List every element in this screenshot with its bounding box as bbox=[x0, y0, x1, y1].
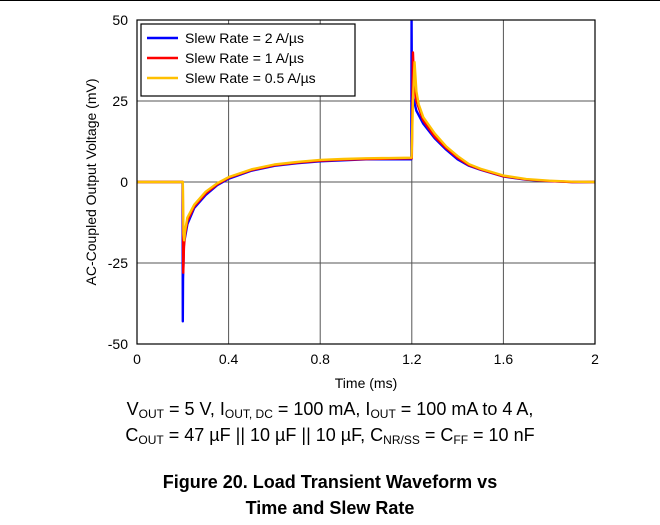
y-tick-label: 50 bbox=[112, 12, 128, 28]
test-conditions-line-1: VOUT = 5 V, IOUT, DC = 100 mA, IOUT = 10… bbox=[126, 399, 534, 421]
subscript: NR/SS bbox=[383, 433, 420, 447]
legend: Slew Rate = 2 A/µs Slew Rate = 1 A/µs Slew… bbox=[140, 23, 356, 97]
subscript: OUT bbox=[138, 433, 164, 447]
x-tick-label: 1.6 bbox=[494, 351, 514, 367]
x-tick-label: 0.8 bbox=[310, 351, 330, 367]
x-tick-label: 0.4 bbox=[219, 351, 239, 367]
series-line-3 bbox=[137, 60, 595, 242]
x-axis-title: Time (ms) bbox=[335, 375, 397, 391]
x-tick-label: 0 bbox=[133, 351, 141, 367]
subscript: FF bbox=[453, 433, 469, 447]
figure-caption-line-2: Time and Slew Rate bbox=[245, 498, 415, 518]
subscript: OUT, DC bbox=[224, 407, 273, 421]
figure-caption-line-1: Figure 20. Load Transient Waveform vs bbox=[162, 472, 498, 492]
y-tick-label: 25 bbox=[112, 93, 128, 109]
legend-box bbox=[140, 23, 356, 97]
y-axis-title: AC-Coupled Output Voltage (mV) bbox=[83, 79, 99, 286]
load-transient-chart: 0 0.4 0.8 1.2 1.6 2 -50 -25 0 25 50 Time (ms) AC-C… bbox=[83, 12, 599, 391]
tick-labels: 0 0.4 0.8 1.2 1.6 2 -50 -25 0 25 50 bbox=[108, 12, 599, 367]
test-conditions-line-2: COUT = 47 µF || 10 µF || 10 µF, CNR/SS =… bbox=[125, 425, 535, 447]
legend-label: Slew Rate = 1 A/µs bbox=[185, 50, 304, 66]
subscript: OUT bbox=[370, 407, 396, 421]
y-tick-label: -50 bbox=[108, 336, 128, 352]
subscript: OUT bbox=[138, 407, 164, 421]
y-tick-label: 0 bbox=[120, 174, 128, 190]
series-group bbox=[137, 20, 595, 323]
legend-label: Slew Rate = 0.5 A/µs bbox=[185, 70, 316, 86]
legend-label: Slew Rate = 2 A/µs bbox=[185, 30, 304, 46]
top-rule bbox=[0, 0, 660, 1]
x-tick-label: 1.2 bbox=[402, 351, 422, 367]
plot-frame bbox=[136, 19, 596, 345]
x-tick-label: 2 bbox=[591, 351, 599, 367]
y-tick-label: -25 bbox=[108, 255, 128, 271]
